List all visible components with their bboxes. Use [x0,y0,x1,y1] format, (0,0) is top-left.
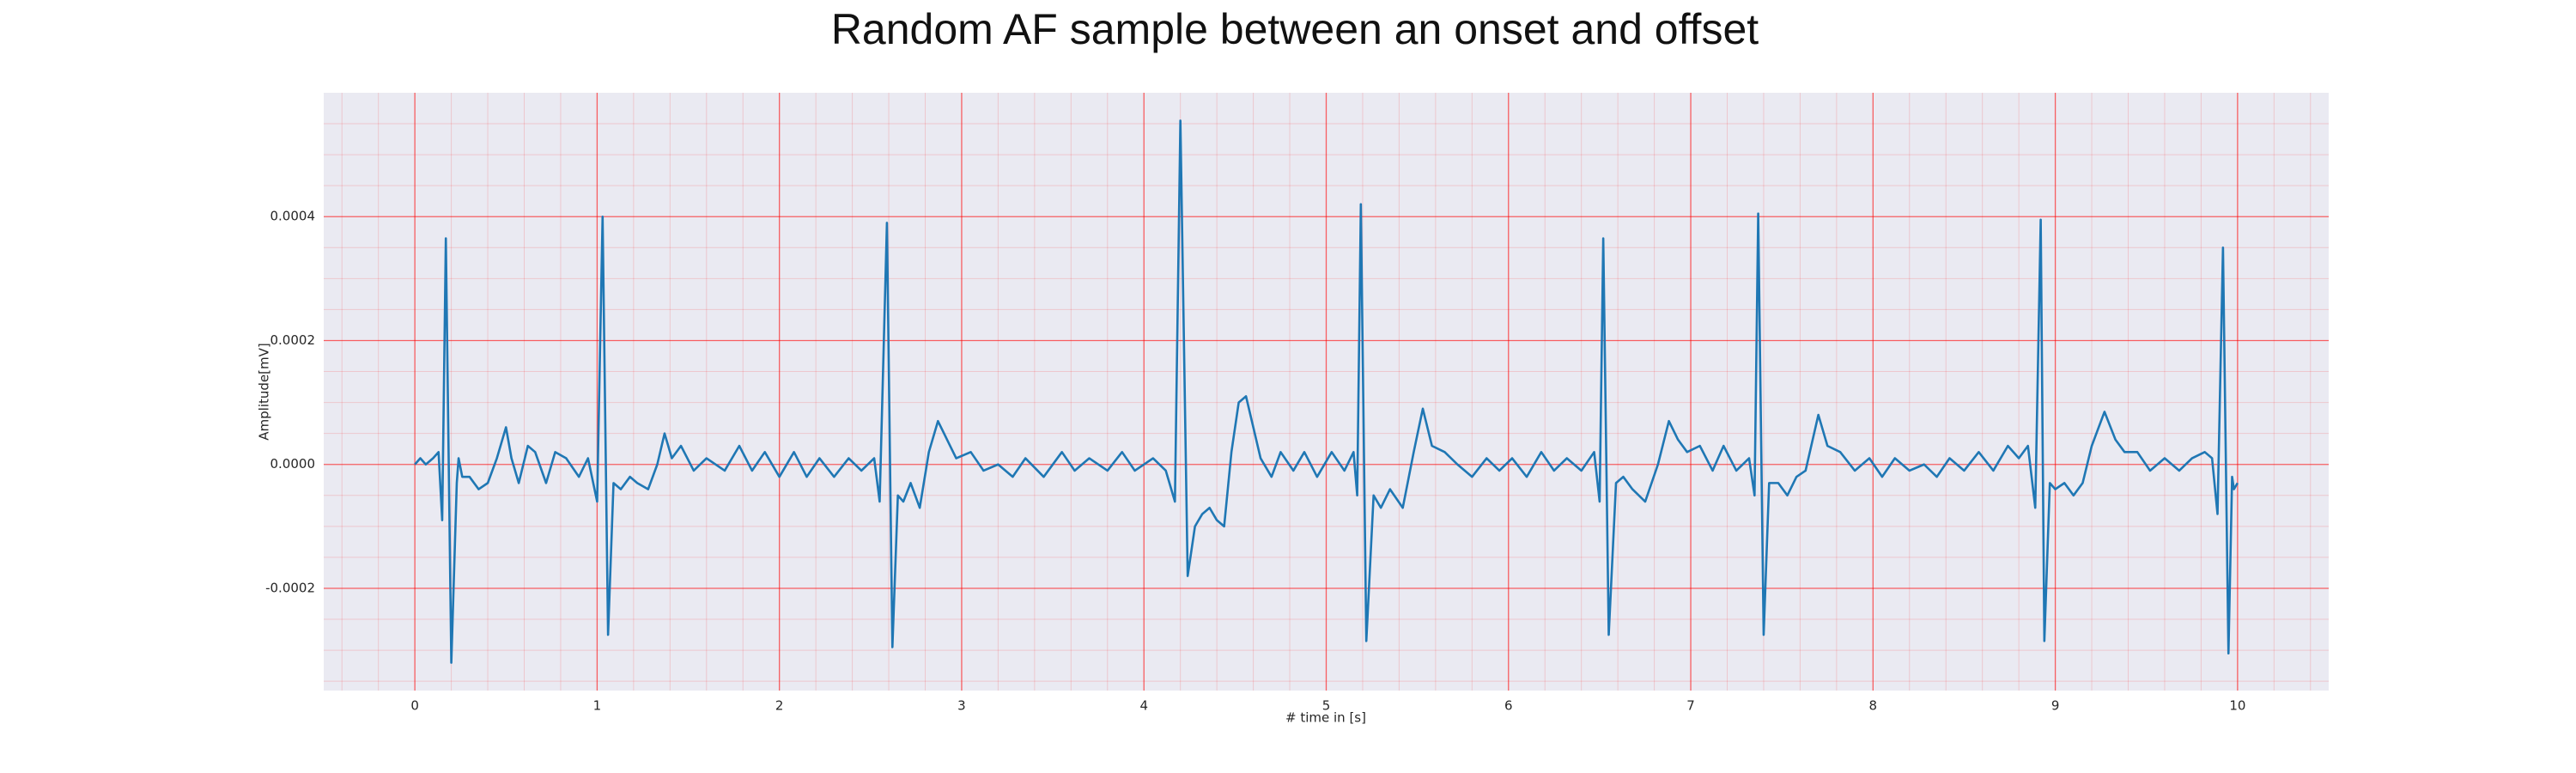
y-tick-label: 0.0000 [270,456,316,472]
x-tick-label: 5 [1322,698,1331,714]
x-tick-label: 2 [775,698,784,714]
x-tick-label: 10 [2229,698,2245,714]
marks [414,119,2239,664]
x-tick-label: 3 [957,698,966,714]
y-tick-label: 0.0002 [270,332,316,348]
x-tick-label: 0 [410,698,419,714]
signal-line [414,119,2239,664]
x-tick-label: 8 [1869,698,1878,714]
grid [324,93,2329,691]
chart-title: Random AF sample between an onset and of… [831,5,1759,53]
x-tick-label: 6 [1504,698,1513,714]
x-tick-label: 4 [1139,698,1148,714]
x-axis-label: # time in [s] [1285,710,1366,726]
x-tick-label: 9 [2051,698,2060,714]
x-tick-label: 1 [593,698,602,714]
y-tick-label: 0.0004 [270,209,316,224]
x-tick-label: 7 [1686,698,1695,714]
y-tick-label: -0.0002 [265,580,315,595]
y-axis-label: Amplitude[mV] [257,343,272,440]
